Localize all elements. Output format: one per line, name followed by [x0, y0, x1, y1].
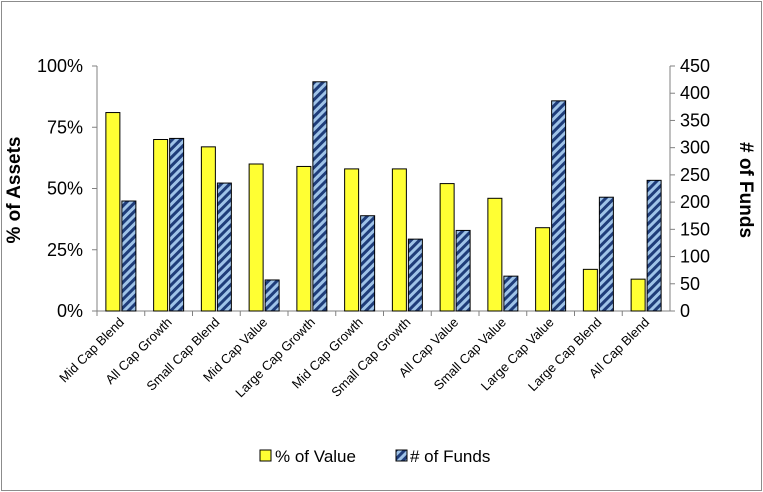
bar-num-funds — [121, 200, 137, 312]
bar-num-funds — [598, 196, 614, 312]
legend-label-num-funds: # of Funds — [410, 447, 490, 466]
y-tick-label-right: 200 — [680, 192, 710, 212]
bar-pct-value — [344, 168, 360, 312]
y-tick-label-left: 50% — [47, 179, 83, 199]
y-axis-title-right: # of Funds — [735, 142, 756, 238]
bar-pct-value — [248, 163, 264, 312]
bar-pct-value — [487, 197, 503, 312]
y-tick-label-right: 0 — [680, 301, 690, 321]
bar-pct-value — [630, 278, 646, 312]
bar-num-funds — [551, 100, 567, 312]
bar-pct-value — [535, 227, 551, 312]
bar-pct-value — [200, 146, 216, 312]
y-tick-label-right: 450 — [680, 56, 710, 76]
y-tick-label-left: 75% — [47, 117, 83, 137]
bar-pct-value — [439, 183, 455, 312]
bar-num-funds — [312, 81, 328, 312]
bar-num-funds — [646, 179, 662, 312]
bar-num-funds — [169, 137, 185, 312]
y-tick-label-right: 300 — [680, 138, 710, 158]
y-tick-label-left: 25% — [47, 240, 83, 260]
bar-pct-value — [582, 268, 598, 312]
bar-num-funds — [407, 238, 423, 312]
bar-num-funds — [264, 279, 280, 312]
legend-label-pct-value: % of Value — [275, 447, 356, 466]
bar-pct-value — [296, 165, 312, 312]
y-tick-label-right: 50 — [680, 274, 700, 294]
bar-pct-value — [153, 139, 169, 312]
bar-pct-value — [391, 168, 407, 312]
bar-num-funds — [216, 182, 232, 312]
x-tick-label: Large Cap Growth — [232, 315, 318, 401]
legend: % of Value # of Funds — [259, 447, 490, 466]
legend-swatch-pct-value — [259, 449, 272, 462]
bar-num-funds — [455, 229, 471, 312]
y-axis-title-left: % of Assets — [4, 137, 25, 244]
bar-num-funds — [360, 215, 376, 312]
y-tick-label-left: 100% — [37, 56, 83, 76]
y-tick-label-right: 250 — [680, 165, 710, 185]
y-tick-label-right: 400 — [680, 83, 710, 103]
bar-num-funds — [503, 275, 519, 312]
y-tick-label-left: 0% — [57, 301, 83, 321]
legend-swatch-num-funds — [395, 449, 408, 462]
plot-area: 0% 25% 50% 75% 100% 0 50 100 150 200 250 300 350 400 4… — [37, 56, 710, 400]
y-tick-label-right: 350 — [680, 110, 710, 130]
y-tick-label-right: 100 — [680, 247, 710, 267]
bar-pct-value — [105, 112, 121, 312]
y-tick-label-right: 150 — [680, 219, 710, 239]
